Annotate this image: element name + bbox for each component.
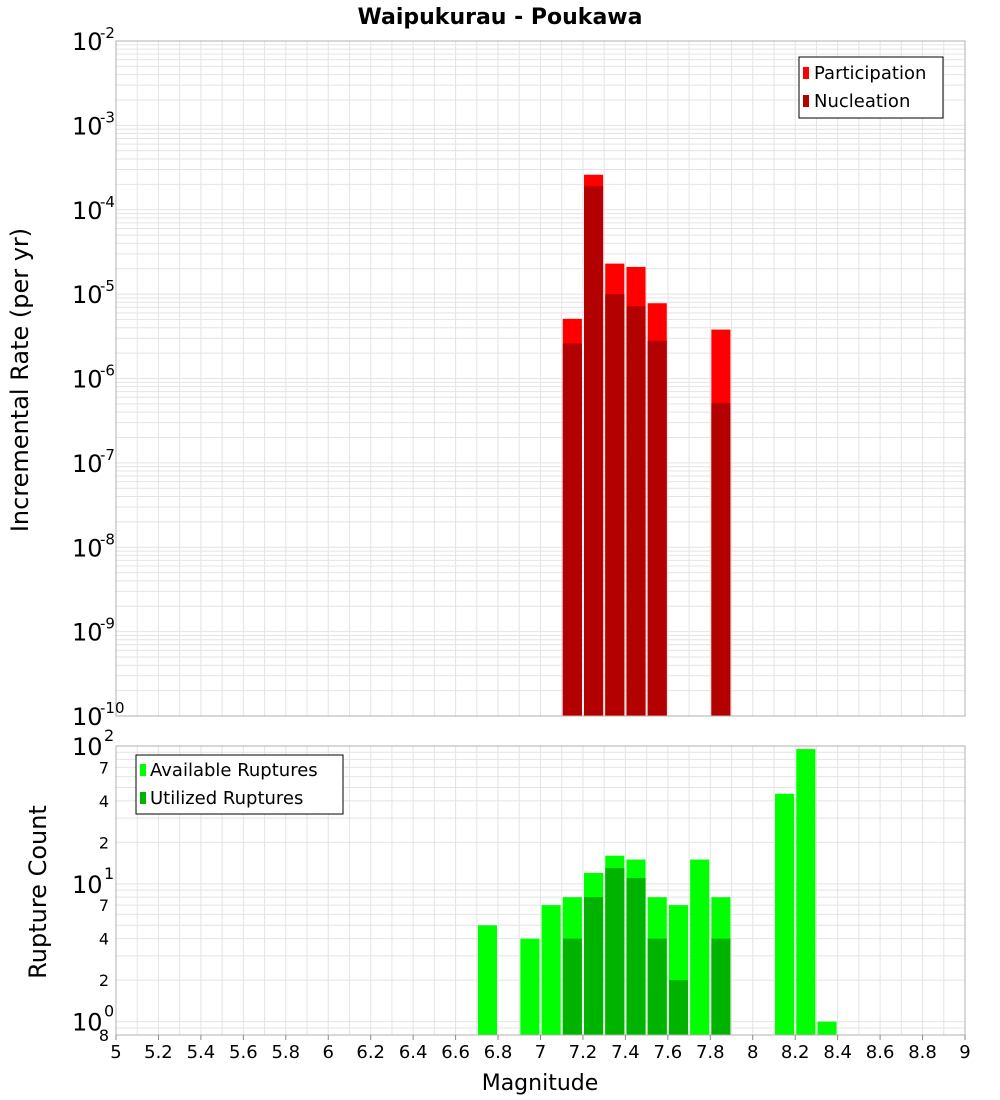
- bottom-y-tick-exponent: 2: [104, 726, 114, 745]
- x-tick-label: 6.4: [399, 1042, 428, 1063]
- legend-swatch-participation: [803, 67, 809, 79]
- top-y-tick-exponent: -9: [100, 615, 115, 633]
- x-axis-label: Magnitude: [482, 1071, 599, 1096]
- x-tick-label: 8: [747, 1042, 758, 1063]
- top-plot-grid: [115, 41, 966, 717]
- bar-utilized-ruptures-7.25: [584, 897, 604, 1035]
- bar-available-ruptures-8.35: [817, 1021, 837, 1035]
- bar-available-ruptures-8.25: [796, 749, 816, 1035]
- top-y-axis-label: Incremental Rate (per yr): [6, 228, 34, 532]
- top-y-tick-exponent: -2: [100, 24, 115, 42]
- bar-utilized-ruptures-7.85: [711, 938, 731, 1035]
- bar-nucleation-7.25: [584, 186, 604, 716]
- bottom-y-tick-label: 8: [99, 1026, 109, 1045]
- bar-available-ruptures-6.75: [477, 925, 497, 1035]
- bottom-y-tick-label: 7: [99, 896, 109, 915]
- top-plot-bars: [562, 174, 731, 716]
- top-y-tick-exponent: -7: [100, 446, 115, 464]
- x-tick-label: 6.2: [356, 1042, 385, 1063]
- top-y-tick-label: 10: [72, 366, 103, 394]
- legend-label-participation: Participation: [814, 63, 926, 84]
- legend-label-nucleation: Nucleation: [814, 91, 910, 112]
- chart-title: Waipukurau - Poukawa: [358, 5, 643, 30]
- bar-utilized-ruptures-7.45: [626, 878, 646, 1035]
- legend-swatch-utilized: [140, 792, 146, 804]
- top-y-tick-exponent: -4: [100, 193, 115, 211]
- top-y-tick-label: 10: [72, 619, 103, 647]
- x-tick-label: 7.8: [696, 1042, 725, 1063]
- legend-swatch-available: [140, 764, 146, 776]
- bar-available-ruptures-8.15: [775, 793, 795, 1035]
- top-y-tick-label: 10: [72, 197, 103, 225]
- bottom-y-axis-label: Rupture Count: [24, 805, 52, 979]
- x-tick-label: 7.6: [654, 1042, 683, 1063]
- top-legend-box: [798, 56, 944, 119]
- bar-available-ruptures-6.95: [520, 938, 540, 1035]
- legend-swatch-nucleation: [803, 95, 809, 107]
- x-tick-label: 6.8: [484, 1042, 513, 1063]
- x-tick-label: 5: [110, 1042, 121, 1063]
- bar-available-ruptures-7.75: [690, 859, 710, 1035]
- bottom-y-tick-label: 7: [99, 758, 109, 777]
- top-legend: Participation Nucleation: [798, 56, 944, 119]
- x-tick-label: 6: [323, 1042, 334, 1063]
- bottom-y-tick-label: 10: [72, 871, 103, 899]
- legend-label-utilized: Utilized Ruptures: [150, 788, 303, 809]
- bar-nucleation-7.85: [711, 403, 731, 716]
- x-tick-label: 5.8: [271, 1042, 300, 1063]
- bottom-y-tick-label: 10: [72, 1009, 103, 1037]
- bottom-y-tick-label: 10: [72, 733, 103, 761]
- bar-nucleation-7.35: [605, 294, 625, 716]
- legend-label-available: Available Ruptures: [150, 760, 318, 781]
- x-tick-label: 5.2: [144, 1042, 173, 1063]
- x-tick-label: 8.6: [866, 1042, 895, 1063]
- x-tick-label: 8.4: [823, 1042, 852, 1063]
- top-y-tick-label: 10: [72, 534, 103, 562]
- top-y-tick-label: 10: [72, 28, 103, 56]
- top-y-tick-label: 10: [72, 281, 103, 309]
- top-y-tick-exponent: -8: [100, 530, 115, 548]
- x-tick-label: 7.4: [611, 1042, 640, 1063]
- bar-utilized-ruptures-7.15: [562, 938, 582, 1035]
- x-tick-label: 8.8: [908, 1042, 937, 1063]
- top-y-tick-label: 10: [72, 112, 103, 140]
- x-tick-label: 8.2: [781, 1042, 810, 1063]
- x-tick-label: 7: [535, 1042, 546, 1063]
- x-tick-label: 9: [959, 1042, 970, 1063]
- bar-utilized-ruptures-7.35: [605, 868, 625, 1035]
- x-tick-label: 7.2: [569, 1042, 598, 1063]
- bottom-y-tick-label: 4: [99, 792, 109, 811]
- bottom-y-tick-exponent: 1: [104, 864, 114, 883]
- bar-utilized-ruptures-7.55: [647, 938, 667, 1035]
- bottom-plot-bars: [477, 749, 837, 1035]
- bar-available-ruptures-7.05: [541, 905, 561, 1035]
- x-tick-label: 6.6: [441, 1042, 470, 1063]
- x-tick-label: 5.4: [187, 1042, 216, 1063]
- top-y-tick-label: 10: [72, 450, 103, 478]
- bar-nucleation-7.45: [626, 306, 646, 716]
- top-y-tick-exponent: -6: [100, 362, 115, 380]
- bottom-y-tick-label: 4: [99, 930, 109, 949]
- bottom-y-tick-exponent: 0: [104, 1002, 114, 1021]
- bottom-y-tick-label: 2: [99, 971, 109, 990]
- x-tick-label: 5.6: [229, 1042, 258, 1063]
- top-y-tick-exponent: -10: [100, 699, 125, 717]
- bottom-legend: Available Ruptures Utilized Ruptures: [135, 754, 344, 815]
- bar-nucleation-7.15: [562, 343, 582, 716]
- top-y-tick-exponent: -3: [100, 108, 115, 126]
- bottom-y-tick-label: 2: [99, 833, 109, 852]
- top-plot-y-ticks: 10-210-310-410-510-610-710-810-910-10: [72, 24, 125, 731]
- top-plot-frame: [115, 40, 966, 717]
- top-y-tick-exponent: -5: [100, 277, 115, 295]
- bar-utilized-ruptures-7.65: [668, 980, 689, 1035]
- top-plot: 10-210-310-410-510-610-710-810-910-10 In…: [6, 24, 966, 731]
- x-axis-ticks: 5 5.2 5.4 5.6 5.8 6 6.2 6.4 6.6 6.8 7 7.2 7.4 7.6 7.8 8…: [110, 1035, 971, 1063]
- bottom-legend-box: [135, 754, 344, 815]
- bar-nucleation-7.55: [647, 340, 667, 716]
- top-y-tick-label: 10: [72, 703, 103, 731]
